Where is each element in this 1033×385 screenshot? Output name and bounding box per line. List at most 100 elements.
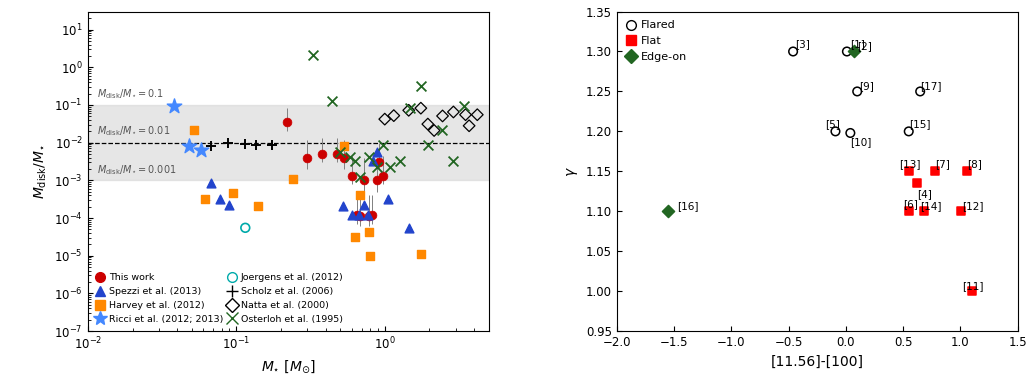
Point <box>350 212 367 218</box>
Point <box>915 208 932 214</box>
Text: [3]: [3] <box>795 40 810 50</box>
Point <box>323 98 340 104</box>
Point <box>181 143 197 149</box>
Point <box>392 158 408 164</box>
Point <box>908 180 925 186</box>
Point <box>376 116 393 122</box>
Point <box>456 103 472 109</box>
Point <box>434 127 450 134</box>
Point <box>412 83 429 89</box>
Point <box>330 151 346 157</box>
Point <box>402 105 418 111</box>
Point <box>901 168 917 174</box>
Point <box>361 229 377 235</box>
Text: $M_{\mathrm{disk}}/M_{\star} = 0.001$: $M_{\mathrm{disk}}/M_{\star} = 0.001$ <box>97 163 177 177</box>
Text: [9]: [9] <box>859 81 874 91</box>
Point <box>221 202 238 208</box>
Point <box>336 154 352 161</box>
Y-axis label: $\gamma$: $\gamma$ <box>565 166 581 177</box>
Point <box>458 112 474 118</box>
Point <box>279 119 295 125</box>
Point <box>355 202 372 208</box>
Point <box>660 208 677 214</box>
Point <box>351 213 368 219</box>
Point <box>434 113 450 119</box>
Text: [7]: [7] <box>935 159 950 169</box>
Point <box>237 141 253 147</box>
Point <box>365 158 381 164</box>
Point <box>901 128 917 134</box>
Text: [6]: [6] <box>903 199 918 209</box>
Point <box>401 225 417 231</box>
Text: [4]: [4] <box>916 189 932 199</box>
Point <box>420 142 437 148</box>
Y-axis label: $M_{\mathrm{disk}}/M_{\star}$: $M_{\mathrm{disk}}/M_{\star}$ <box>32 144 49 199</box>
Legend: This work, Spezzi et al. (2013), Harvey et al. (2012), Ricci et al. (2012; 2013): This work, Spezzi et al. (2013), Harvey … <box>93 271 346 326</box>
Point <box>419 121 436 127</box>
Point <box>204 180 220 186</box>
Point <box>314 151 331 157</box>
Point <box>344 173 361 179</box>
Legend: Flared, Flat, Edge-on: Flared, Flat, Edge-on <box>622 17 691 65</box>
Point <box>364 212 380 218</box>
Point <box>827 128 844 134</box>
Point <box>381 164 398 171</box>
Point <box>846 49 863 55</box>
Point <box>912 89 929 95</box>
Point <box>901 208 917 214</box>
Point <box>368 177 384 183</box>
Text: [1]: [1] <box>850 40 866 50</box>
Point <box>361 213 377 219</box>
Point <box>284 176 301 182</box>
Point <box>204 143 220 149</box>
Point <box>375 173 392 179</box>
Point <box>250 203 267 209</box>
Point <box>336 143 352 149</box>
Point <box>264 142 281 148</box>
Point <box>445 158 462 164</box>
Point <box>186 127 202 134</box>
Point <box>220 140 237 146</box>
Point <box>349 212 366 218</box>
Text: [10]: [10] <box>850 137 872 147</box>
Point <box>247 142 263 148</box>
Point <box>197 196 214 202</box>
Point <box>380 196 397 202</box>
Text: [11]: [11] <box>963 281 984 291</box>
Point <box>361 154 377 160</box>
X-axis label: [11.56]-[100]: [11.56]-[100] <box>771 355 864 368</box>
Text: [12]: [12] <box>963 201 984 211</box>
Text: [5]: [5] <box>825 119 840 129</box>
Point <box>839 49 855 55</box>
Point <box>347 158 364 164</box>
Point <box>225 189 242 196</box>
Point <box>212 196 228 202</box>
Point <box>341 154 357 160</box>
Point <box>953 208 970 214</box>
Point <box>368 164 384 171</box>
Text: [2]: [2] <box>857 41 872 51</box>
Point <box>964 288 980 294</box>
Point <box>355 177 372 183</box>
X-axis label: $M_{\star}$ [$M_{\odot}$]: $M_{\star}$ [$M_{\odot}$] <box>260 358 316 375</box>
Point <box>359 212 376 218</box>
Point <box>363 253 379 259</box>
Point <box>461 123 477 129</box>
Point <box>412 251 429 257</box>
Point <box>371 159 387 166</box>
Point <box>445 109 462 115</box>
Point <box>335 203 351 209</box>
Text: [16]: [16] <box>678 201 699 211</box>
Point <box>375 142 392 148</box>
Point <box>193 147 210 154</box>
Point <box>299 154 315 161</box>
Point <box>412 105 429 111</box>
Point <box>368 149 384 156</box>
Point <box>165 103 182 109</box>
Text: $M_{\mathrm{disk}}/M_{\star} = 0.1$: $M_{\mathrm{disk}}/M_{\star} = 0.1$ <box>97 87 164 100</box>
Point <box>351 191 368 198</box>
Text: $M_{\mathrm{disk}}/M_{\star} = 0.01$: $M_{\mathrm{disk}}/M_{\star} = 0.01$ <box>97 124 170 138</box>
Bar <box>88 105 489 180</box>
Point <box>849 89 866 95</box>
Point <box>785 49 802 55</box>
